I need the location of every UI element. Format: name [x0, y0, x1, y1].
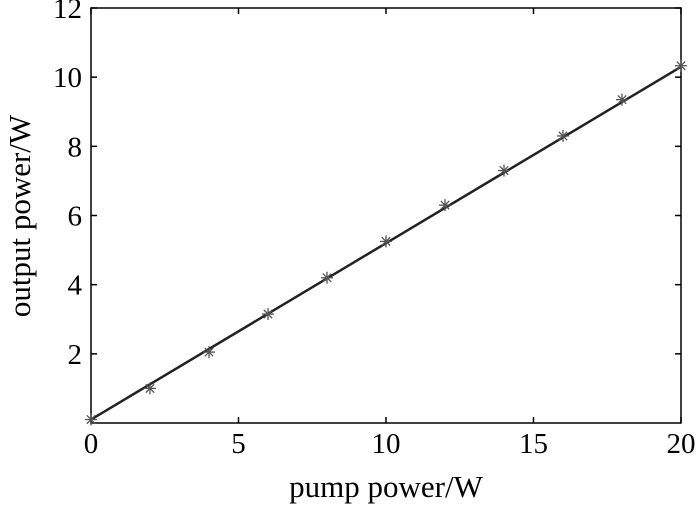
data-point [85, 413, 97, 426]
y-tick-label: 2 [68, 339, 83, 371]
y-tick-label: 6 [68, 201, 83, 233]
data-point [616, 93, 628, 106]
asterisk-stroke [617, 94, 627, 105]
asterisk-stroke [499, 165, 509, 176]
data-point [262, 308, 274, 321]
data-point [321, 271, 333, 284]
x-tick-label: 10 [372, 428, 401, 460]
data-point [557, 129, 569, 142]
x-tick-label: 15 [519, 428, 548, 460]
y-axis-label: output power/W [2, 114, 37, 317]
x-tick-label: 0 [84, 428, 99, 460]
x-tick-label: 5 [231, 428, 246, 460]
data-point [498, 164, 510, 177]
asterisk-stroke [558, 131, 568, 141]
x-tick-label: 20 [667, 428, 696, 460]
y-tick-label: 4 [68, 270, 83, 302]
axes-box [90, 7, 682, 424]
data-point [203, 346, 215, 359]
data-point [675, 59, 687, 72]
asterisk-stroke [145, 383, 155, 394]
asterisk-stroke [440, 200, 450, 210]
y-tick-label: 10 [53, 62, 82, 94]
asterisk-stroke [322, 273, 332, 283]
asterisk-stroke [86, 414, 96, 425]
asterisk-stroke [263, 309, 273, 319]
data-point [144, 382, 156, 395]
y-tick-label: 8 [68, 131, 83, 163]
asterisk-stroke [381, 236, 391, 247]
asterisk-stroke [676, 61, 686, 71]
data-point [439, 199, 451, 212]
y-tick-label: 12 [53, 0, 82, 25]
asterisk-stroke [204, 347, 214, 357]
data-point [380, 235, 392, 248]
x-axis-label: pump power/W [289, 469, 483, 504]
